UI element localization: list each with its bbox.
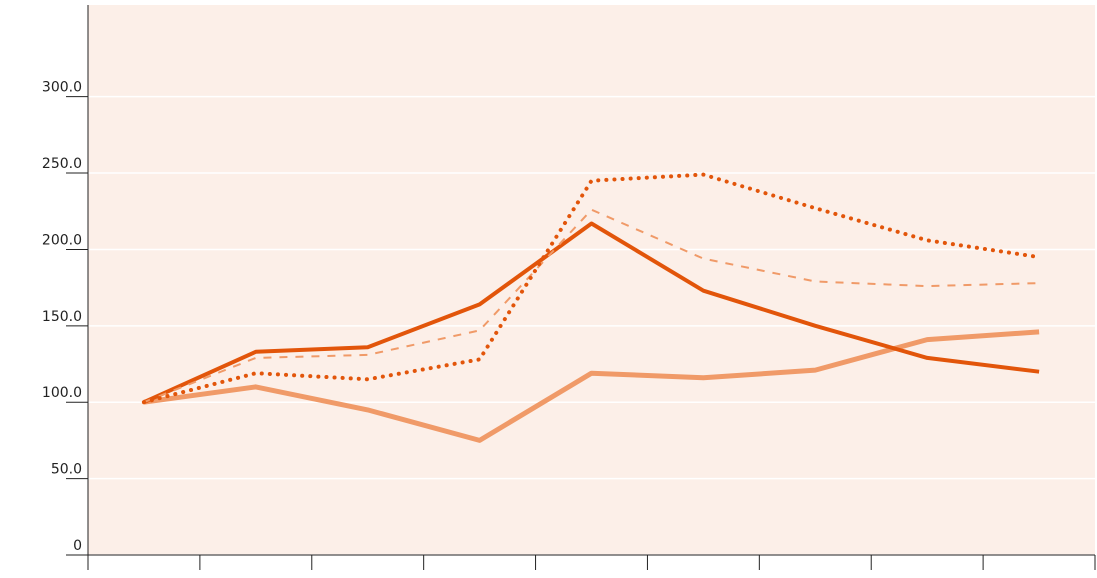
y-tick-label: 50.0 [51,462,82,478]
y-tick-label: 150.0 [42,309,82,325]
series-line [141,172,1042,405]
y-tick-label: 0 [73,538,82,554]
plot-background [88,5,1095,555]
y-tick-label: 200.0 [42,232,82,248]
y-tick-label: 100.0 [42,385,82,401]
y-tick-label: 300.0 [42,80,82,96]
series-line [143,208,1040,404]
series-line [143,329,1040,443]
y-tick-label: 250.0 [42,156,82,172]
series-line [143,221,1040,405]
